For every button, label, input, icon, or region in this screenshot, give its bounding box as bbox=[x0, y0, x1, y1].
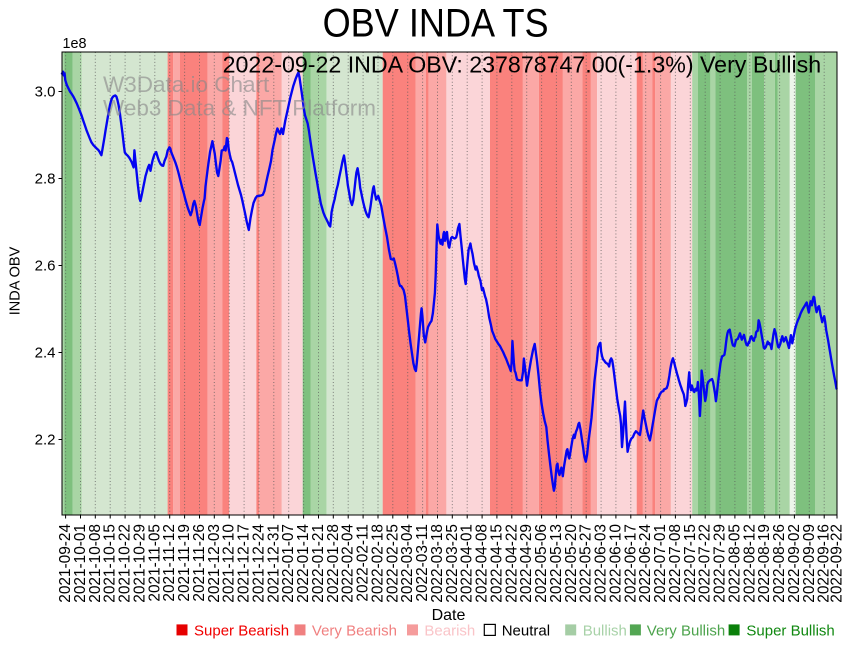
svg-text:1e8: 1e8 bbox=[63, 36, 87, 52]
svg-text:2022-05-27: 2022-05-27 bbox=[578, 524, 595, 603]
svg-text:2022-06-17: 2022-06-17 bbox=[622, 524, 639, 603]
svg-text:2021-12-31: 2021-12-31 bbox=[265, 524, 282, 603]
svg-text:2021-12-03: 2021-12-03 bbox=[206, 524, 223, 603]
svg-text:2022-04-08: 2022-04-08 bbox=[474, 524, 491, 603]
svg-text:2022-09-22 INDA OBV: 237878747: 2022-09-22 INDA OBV: 237878747.00(-1.3%)… bbox=[223, 52, 822, 78]
svg-text:2022-04-01: 2022-04-01 bbox=[459, 524, 476, 603]
svg-text:2.4: 2.4 bbox=[35, 345, 56, 362]
svg-text:2021-11-19: 2021-11-19 bbox=[176, 524, 193, 602]
svg-text:Very Bullish: Very Bullish bbox=[647, 622, 725, 639]
svg-text:2022-02-25: 2022-02-25 bbox=[384, 524, 401, 603]
svg-text:2022-06-10: 2022-06-10 bbox=[607, 524, 624, 603]
svg-text:2022-01-28: 2022-01-28 bbox=[325, 524, 342, 603]
svg-text:2022-07-29: 2022-07-29 bbox=[712, 524, 729, 603]
svg-text:2022-05-20: 2022-05-20 bbox=[563, 524, 580, 603]
svg-text:2022-09-09: 2022-09-09 bbox=[801, 524, 818, 603]
svg-text:W3Data.io Chart: W3Data.io Chart bbox=[103, 72, 270, 97]
svg-text:Super Bullish: Super Bullish bbox=[746, 622, 834, 639]
svg-text:2022-03-04: 2022-03-04 bbox=[399, 524, 416, 603]
svg-text:Super Bearish: Super Bearish bbox=[194, 622, 289, 639]
svg-text:2022-03-11: 2022-03-11 bbox=[414, 524, 431, 602]
svg-text:2021-10-15: 2021-10-15 bbox=[102, 524, 119, 603]
svg-text:2022-07-08: 2022-07-08 bbox=[667, 524, 684, 603]
svg-text:2022-05-13: 2022-05-13 bbox=[548, 524, 565, 603]
svg-text:2022-09-02: 2022-09-02 bbox=[786, 524, 803, 603]
svg-text:2022-09-16: 2022-09-16 bbox=[816, 524, 833, 603]
svg-text:2022-02-18: 2022-02-18 bbox=[370, 524, 387, 603]
svg-text:2022-08-26: 2022-08-26 bbox=[771, 524, 788, 603]
svg-text:2022-03-25: 2022-03-25 bbox=[444, 524, 461, 603]
svg-text:Web3 Data & NFT Platform: Web3 Data & NFT Platform bbox=[103, 96, 376, 121]
svg-text:2021-10-01: 2021-10-01 bbox=[72, 524, 89, 603]
svg-text:2022-07-15: 2022-07-15 bbox=[682, 524, 699, 603]
svg-text:2022-06-03: 2022-06-03 bbox=[593, 524, 610, 603]
svg-text:2.6: 2.6 bbox=[35, 258, 56, 275]
svg-text:INDA OBV: INDA OBV bbox=[8, 246, 24, 315]
svg-text:Very Bearish: Very Bearish bbox=[312, 622, 397, 639]
svg-text:Bullish: Bullish bbox=[583, 622, 627, 639]
svg-text:2022-07-01: 2022-07-01 bbox=[652, 524, 669, 603]
svg-text:2021-12-17: 2021-12-17 bbox=[236, 524, 253, 603]
svg-text:2022-01-07: 2022-01-07 bbox=[280, 524, 297, 603]
svg-text:2022-07-22: 2022-07-22 bbox=[697, 524, 714, 603]
svg-text:2022-02-04: 2022-02-04 bbox=[340, 524, 357, 603]
svg-text:2022-08-19: 2022-08-19 bbox=[756, 524, 773, 603]
svg-text:2021-09-24: 2021-09-24 bbox=[57, 524, 74, 603]
svg-text:2022-08-05: 2022-08-05 bbox=[726, 524, 743, 603]
svg-text:3.0: 3.0 bbox=[35, 84, 56, 101]
svg-text:Neutral: Neutral bbox=[502, 622, 550, 639]
svg-text:Date: Date bbox=[432, 607, 466, 624]
svg-text:2.8: 2.8 bbox=[35, 171, 56, 188]
svg-text:2021-10-29: 2021-10-29 bbox=[132, 524, 149, 603]
svg-text:2.2: 2.2 bbox=[35, 432, 56, 449]
svg-text:2021-10-22: 2021-10-22 bbox=[117, 524, 134, 603]
svg-text:2021-10-08: 2021-10-08 bbox=[87, 524, 104, 603]
svg-text:2021-11-12: 2021-11-12 bbox=[161, 524, 178, 602]
svg-text:2022-02-11: 2022-02-11 bbox=[355, 524, 372, 602]
svg-text:2021-11-05: 2021-11-05 bbox=[146, 524, 163, 602]
svg-text:2022-06-24: 2022-06-24 bbox=[637, 524, 654, 603]
svg-text:OBV INDA TS: OBV INDA TS bbox=[323, 1, 549, 45]
svg-text:2022-04-15: 2022-04-15 bbox=[488, 524, 505, 603]
svg-text:2021-12-24: 2021-12-24 bbox=[251, 524, 268, 603]
svg-text:2022-04-29: 2022-04-29 bbox=[518, 524, 535, 603]
svg-text:2022-03-18: 2022-03-18 bbox=[429, 524, 446, 603]
svg-text:2021-12-10: 2021-12-10 bbox=[221, 524, 238, 603]
svg-text:2022-01-14: 2022-01-14 bbox=[295, 524, 312, 603]
svg-text:2021-11-26: 2021-11-26 bbox=[191, 524, 208, 602]
svg-text:2022-09-22: 2022-09-22 bbox=[829, 524, 846, 603]
svg-text:2022-04-22: 2022-04-22 bbox=[503, 524, 520, 603]
svg-text:Bearish: Bearish bbox=[424, 622, 475, 639]
svg-text:2022-01-21: 2022-01-21 bbox=[310, 524, 327, 603]
svg-text:2022-05-06: 2022-05-06 bbox=[533, 524, 550, 603]
svg-text:2022-08-12: 2022-08-12 bbox=[741, 524, 758, 603]
